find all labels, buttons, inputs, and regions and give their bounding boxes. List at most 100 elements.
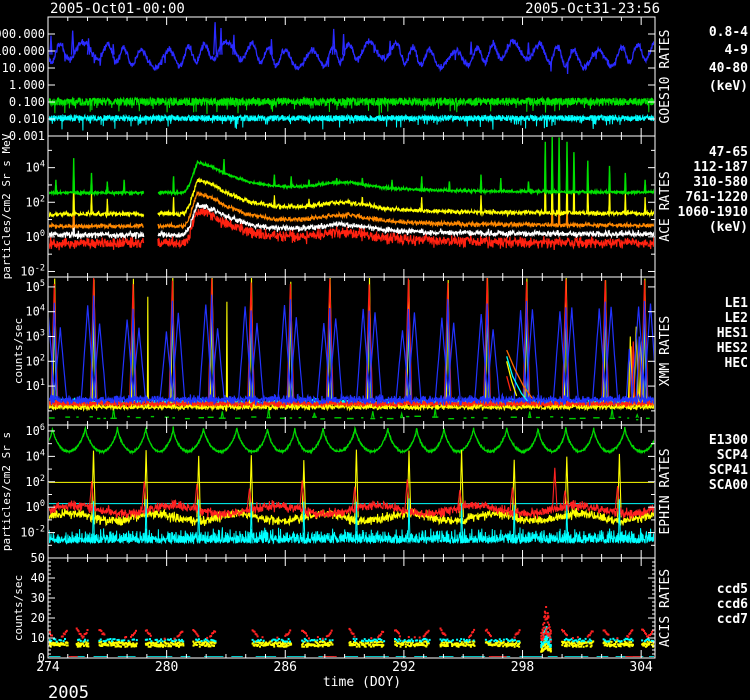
dot — [64, 638, 66, 640]
dot — [52, 637, 55, 640]
dot — [447, 640, 450, 643]
dot — [113, 644, 116, 646]
dot — [608, 643, 611, 646]
dot — [396, 644, 398, 647]
x-axis-label: time (DOY) — [323, 675, 401, 690]
dot — [117, 643, 120, 646]
dot — [472, 642, 475, 645]
dot — [370, 645, 373, 648]
spike — [509, 487, 516, 510]
dot — [162, 645, 164, 648]
panel-right-label: ACIS RATES — [658, 569, 673, 647]
spike — [361, 196, 364, 205]
legend-entry: 1060-1910 — [678, 205, 749, 220]
dot — [578, 645, 581, 648]
spike — [90, 295, 97, 400]
panel-xmm — [49, 278, 654, 421]
spike — [388, 40, 392, 55]
dot — [86, 629, 89, 631]
dot — [284, 634, 287, 637]
dot — [144, 638, 147, 641]
spike — [572, 152, 576, 192]
dot — [579, 637, 582, 640]
dot — [403, 640, 406, 643]
dot — [49, 641, 52, 644]
dot — [548, 634, 551, 637]
dot — [82, 635, 85, 638]
dot — [49, 643, 51, 646]
dot — [421, 642, 424, 645]
dot — [195, 632, 198, 635]
dot — [439, 643, 442, 646]
panel-frame-acis — [47, 557, 656, 659]
dot — [313, 638, 316, 641]
dot — [214, 640, 217, 643]
dot — [616, 637, 619, 640]
dot — [580, 645, 582, 648]
dot — [545, 631, 548, 634]
dot — [124, 645, 127, 648]
spike — [86, 38, 91, 55]
dot — [301, 639, 304, 642]
dot — [444, 634, 447, 637]
dot — [540, 641, 543, 643]
spike — [469, 41, 473, 55]
dot — [619, 640, 622, 643]
dot — [572, 645, 575, 647]
dot — [505, 638, 508, 641]
spike — [341, 33, 346, 55]
spike — [420, 197, 423, 211]
ytick-label: 1.000 — [9, 78, 45, 92]
dot — [568, 641, 571, 644]
dot — [102, 632, 105, 635]
dot — [546, 617, 549, 620]
dot — [321, 645, 324, 648]
dot — [394, 643, 397, 646]
dot — [180, 638, 183, 641]
dot — [160, 638, 163, 641]
dot — [367, 641, 370, 644]
dot — [102, 640, 105, 643]
dot — [116, 643, 119, 646]
dot — [207, 645, 210, 648]
dot — [200, 640, 203, 642]
dot — [374, 638, 377, 641]
dot — [182, 644, 185, 647]
dot — [116, 639, 119, 641]
dot — [416, 644, 419, 647]
dot — [497, 640, 500, 643]
dot — [514, 643, 517, 646]
dot — [592, 640, 595, 643]
dot — [564, 632, 566, 635]
dot — [163, 637, 166, 640]
dot — [632, 643, 634, 646]
dot — [506, 643, 509, 646]
dot — [83, 644, 85, 647]
dot — [201, 643, 204, 645]
legend-entry: 40-80 — [709, 61, 748, 76]
spike — [643, 197, 647, 214]
dot — [418, 639, 421, 642]
dot — [204, 640, 207, 643]
dot — [586, 644, 589, 647]
dot — [125, 636, 128, 638]
dot — [590, 644, 593, 647]
dot — [652, 645, 654, 648]
dot — [446, 638, 449, 641]
dash-bump — [635, 413, 639, 419]
ytick-label: 40 — [31, 571, 45, 585]
dot — [76, 629, 79, 632]
dot — [257, 639, 260, 642]
dot — [609, 643, 612, 646]
dot — [439, 627, 442, 630]
dot — [607, 643, 609, 646]
dot — [545, 627, 548, 630]
dot — [490, 639, 493, 642]
dot — [571, 642, 574, 645]
dot — [106, 638, 109, 641]
dot — [493, 640, 496, 643]
dot — [562, 642, 564, 645]
legend-entry: E1300 — [709, 433, 748, 448]
dot — [489, 635, 492, 638]
dot — [271, 639, 273, 642]
